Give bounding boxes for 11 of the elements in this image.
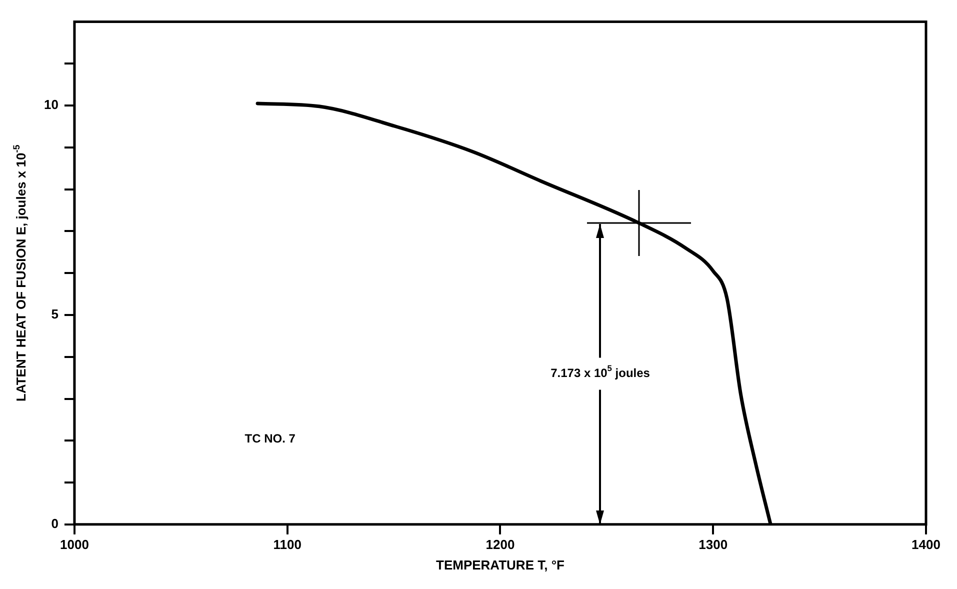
- x-tick-label: 1100: [273, 536, 302, 552]
- y-axis-title: LATENT HEAT OF FUSION E, joules x 10-5: [11, 144, 29, 402]
- y-tick-label: 0: [51, 516, 58, 531]
- annotation: TC NO. 7: [244, 431, 296, 446]
- x-axis-title: TEMPERATURE T, °F: [436, 558, 565, 573]
- x-tick-label: 1000: [60, 536, 89, 552]
- x-tick-label: 1300: [698, 536, 728, 552]
- x-tick-label: 1400: [912, 536, 940, 552]
- y-tick-label: 5: [51, 306, 58, 322]
- y-tick-label: 10: [44, 97, 58, 112]
- x-tick-label: 1200: [486, 536, 515, 552]
